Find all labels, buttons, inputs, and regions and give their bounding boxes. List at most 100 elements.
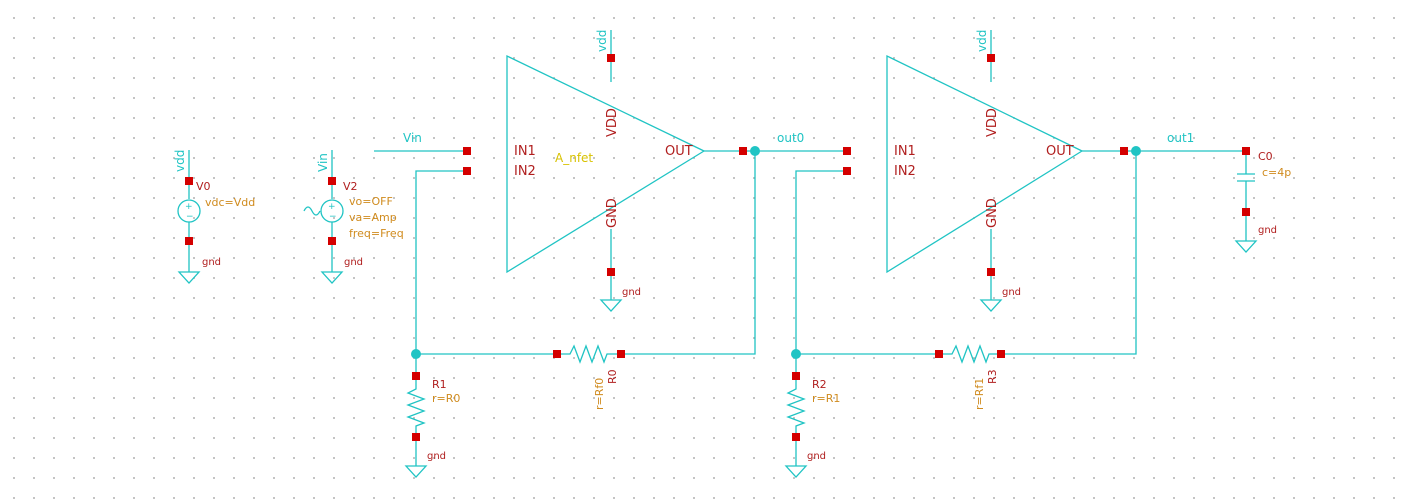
voltage-source-v0[interactable]: + − vdd V0 vdc=Vdd gnd — [173, 150, 255, 284]
junction-dot — [791, 349, 801, 359]
amp2-label-in2: IN2 — [894, 164, 916, 179]
pin-markers — [185, 54, 1250, 441]
r1-instance-name: R1 — [432, 378, 447, 391]
amp2-triangle — [886, 54, 1084, 274]
amp1-instance-name: A_nfet — [555, 151, 593, 165]
net-label-gnd: gnd — [202, 257, 221, 268]
pin-marker[interactable] — [1242, 208, 1250, 216]
amp1-label-gnd: GND — [605, 198, 620, 228]
pin-marker[interactable] — [185, 237, 193, 245]
v2-instance-name: V2 — [343, 180, 358, 193]
net-label-gnd: gnd — [1258, 225, 1277, 236]
amp1-label-vdd: VDD — [605, 108, 620, 137]
pin-marker[interactable] — [328, 237, 336, 245]
pin-marker[interactable] — [553, 350, 561, 358]
minus-icon: − — [329, 212, 337, 222]
wire-out0-feedback[interactable] — [622, 151, 756, 355]
r3-param: r=Rf1 — [973, 378, 986, 410]
pin-marker[interactable] — [185, 177, 193, 185]
r0-instance-name: R0 — [606, 369, 619, 384]
pin-marker[interactable] — [463, 167, 471, 175]
net-label-vin: Vin — [403, 131, 422, 145]
net-label-gnd: gnd — [807, 451, 826, 462]
pin-marker[interactable] — [739, 147, 747, 155]
r1-param: r=R0 — [432, 392, 460, 405]
pin-marker[interactable] — [617, 350, 625, 358]
net-label-gnd: gnd — [1002, 287, 1021, 298]
junctions — [411, 146, 1141, 359]
c0-instance-name: C0 — [1258, 150, 1273, 163]
net-label-gnd: gnd — [622, 287, 641, 298]
wire-out1-feedback[interactable] — [1001, 151, 1137, 355]
net-label-out0: out0 — [777, 131, 804, 145]
amp1-label-out: OUT — [665, 144, 693, 159]
gnd-symbol — [177, 271, 201, 284]
v2-param-va: va=Amp — [349, 211, 397, 224]
net-label-out1: out1 — [1167, 131, 1194, 145]
plus-icon: + — [185, 202, 193, 212]
v2-param-vo: vo=OFF — [349, 195, 393, 208]
junction-dot — [411, 349, 421, 359]
wire-feedback-in2-amp1[interactable] — [415, 170, 557, 355]
gnd-symbol — [599, 299, 623, 312]
net-label-vdd: vdd — [173, 150, 187, 172]
pin-marker[interactable] — [1242, 147, 1250, 155]
amp2-label-gnd: GND — [985, 198, 1000, 228]
amp1-triangle — [506, 54, 706, 274]
resistor-r0[interactable]: r=Rf0 R0 — [557, 344, 622, 410]
v2-param-freq: freq=Freq — [349, 227, 404, 240]
pin-marker[interactable] — [463, 147, 471, 155]
v0-instance-name: V0 — [196, 180, 211, 193]
net-label-gnd: gnd — [344, 257, 363, 268]
v0-param: vdc=Vdd — [205, 196, 255, 209]
gnd-symbol — [404, 465, 428, 478]
amplifier-a-nfet[interactable]: IN1 IN2 OUT VDD GND A_nfet vdd gnd — [506, 30, 706, 312]
pin-marker[interactable] — [792, 372, 800, 380]
gnd-symbol — [979, 299, 1003, 312]
pin-marker[interactable] — [935, 350, 943, 358]
amplifier-2[interactable]: IN1 IN2 OUT VDD GND vdd gnd — [886, 30, 1084, 312]
pin-marker[interactable] — [607, 54, 615, 62]
r0-zigzag — [557, 344, 622, 364]
pin-marker[interactable] — [987, 268, 995, 276]
wire-feedback-in2-amp2[interactable] — [795, 170, 939, 355]
pin-marker[interactable] — [328, 177, 336, 185]
wires — [374, 30, 1246, 376]
junction-dot — [750, 146, 760, 156]
net-label-vdd: vdd — [975, 30, 989, 52]
gnd-symbol — [784, 465, 808, 478]
r2-param: r=R1 — [812, 392, 840, 405]
sine-wave-icon — [303, 206, 321, 216]
pin-marker[interactable] — [607, 268, 615, 276]
gnd-symbol — [1234, 240, 1258, 253]
plus-icon: + — [328, 202, 336, 212]
r2-zigzag — [786, 376, 806, 437]
net-label-vin: Vin — [316, 153, 330, 172]
pin-marker[interactable] — [987, 54, 995, 62]
r2-instance-name: R2 — [812, 378, 827, 391]
pin-marker[interactable] — [412, 433, 420, 441]
pin-marker[interactable] — [412, 372, 420, 380]
pin-marker[interactable] — [1120, 147, 1128, 155]
pin-marker[interactable] — [843, 167, 851, 175]
amp2-label-out: OUT — [1046, 144, 1074, 159]
resistor-r3[interactable]: r=Rf1 R3 — [939, 344, 1001, 410]
pin-marker[interactable] — [997, 350, 1005, 358]
amp2-label-vdd: VDD — [985, 108, 1000, 137]
capacitor-c0[interactable]: C0 c=4p gnd — [1234, 150, 1291, 253]
pin-marker[interactable] — [843, 147, 851, 155]
r0-param: r=Rf0 — [593, 378, 606, 410]
gnd-symbol — [320, 271, 344, 284]
resistor-r1[interactable]: R1 r=R0 gnd — [404, 376, 460, 478]
resistor-r2[interactable]: R2 r=R1 gnd — [784, 376, 840, 478]
amp1-label-in2: IN2 — [514, 164, 536, 179]
voltage-source-v2[interactable]: + − Vin V2 vo=OFF va=Amp freq=Freq gnd — [303, 150, 404, 284]
r3-zigzag — [939, 344, 1001, 364]
c0-plates — [1237, 173, 1255, 182]
junction-dot — [1131, 146, 1141, 156]
minus-icon: − — [186, 212, 194, 222]
r1-zigzag — [406, 376, 426, 437]
amp2-label-in1: IN1 — [894, 144, 916, 159]
pin-marker[interactable] — [792, 433, 800, 441]
